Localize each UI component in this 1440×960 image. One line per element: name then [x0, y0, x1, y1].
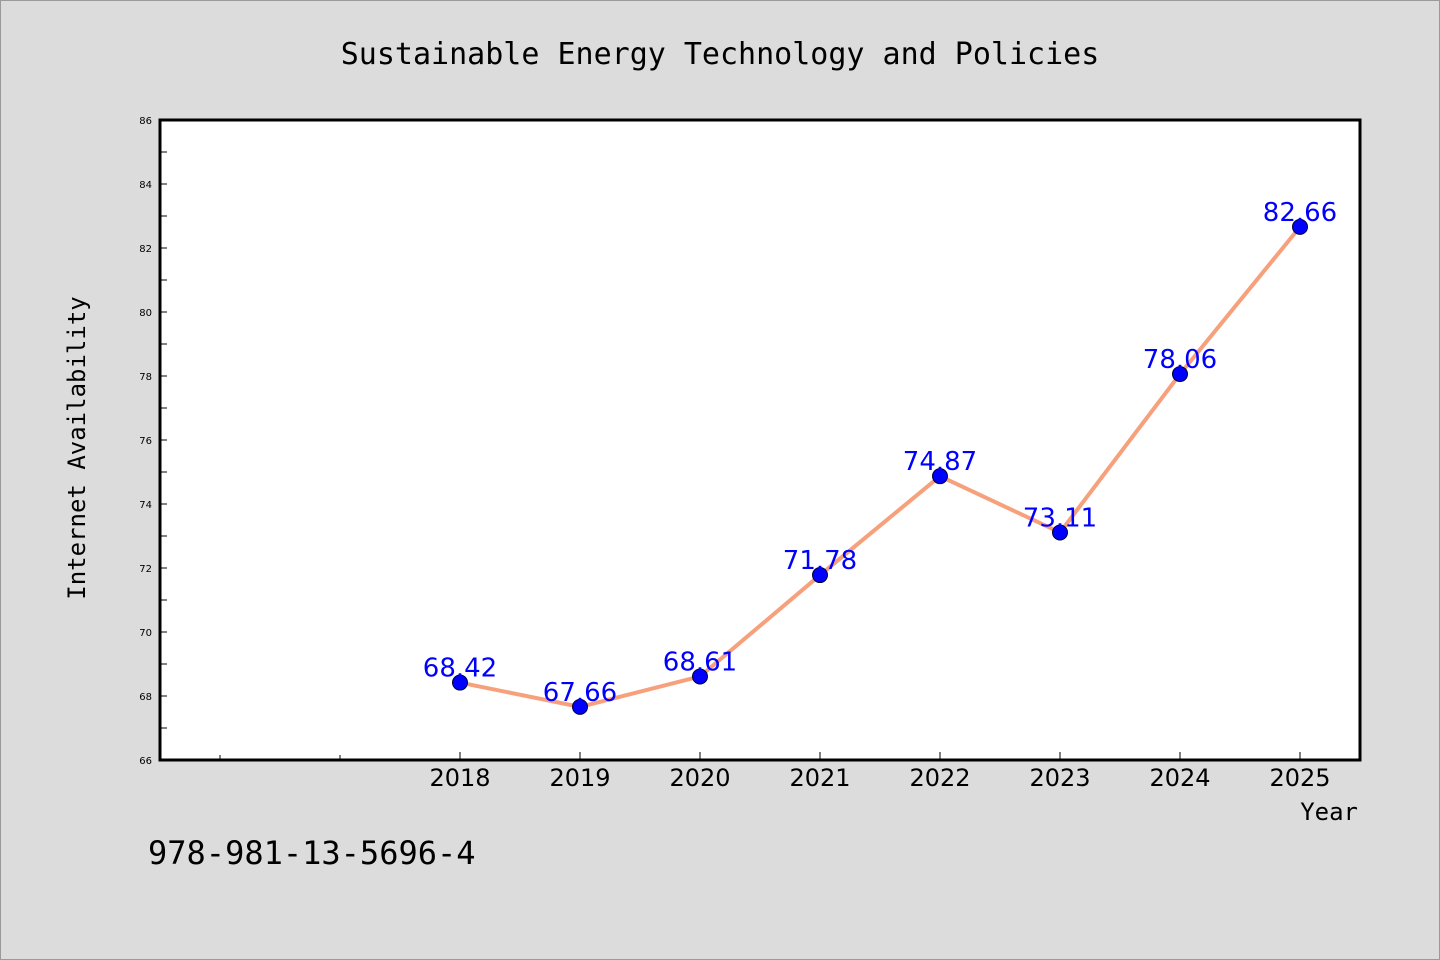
- data-label: 78.06: [1143, 345, 1217, 375]
- data-label: 74.87: [903, 447, 977, 477]
- x-tick-label: 2023: [1029, 764, 1090, 792]
- y-tick-label: 78: [139, 372, 152, 383]
- y-tick-label: 68: [139, 692, 152, 703]
- data-label: 82.66: [1263, 198, 1337, 228]
- data-label: 68.42: [423, 654, 497, 684]
- x-axis: 2018 2019 2020 2021 2022 2023 2024 2025: [219, 752, 1331, 792]
- series-line: [458, 224, 1302, 709]
- y-axis: 66 68 70 72 74 76 78 80 82 84 86: [139, 116, 167, 767]
- x-tick-label: 2022: [909, 764, 970, 792]
- data-point: [1292, 218, 1308, 235]
- isbn-text: 978-981-13-5696-4: [148, 834, 476, 872]
- x-tick-label: 2020: [669, 764, 730, 792]
- data-point: [932, 468, 948, 485]
- series-layer: 68.42 67.66 68.61 71.78 74.87 73.11 78.06 82.66: [423, 198, 1337, 715]
- data-label: 71.78: [783, 546, 857, 576]
- y-tick-label: 72: [139, 564, 152, 575]
- chart-title: Sustainable Energy Technology and Polici…: [341, 37, 1100, 72]
- data-label: 73.11: [1023, 503, 1097, 533]
- data-label: 68.61: [663, 647, 737, 677]
- x-tick-label: 2024: [1149, 764, 1210, 792]
- y-axis-label: Internet Availability: [63, 296, 91, 599]
- y-tick-label: 84: [139, 180, 152, 191]
- data-point: [572, 698, 588, 715]
- y-tick-label: 76: [139, 436, 152, 447]
- y-tick-label: 70: [139, 628, 152, 639]
- y-tick-label: 66: [139, 756, 152, 767]
- x-tick-label: 2019: [549, 764, 610, 792]
- data-point: [1052, 524, 1068, 541]
- data-point: [452, 674, 468, 691]
- data-point: [692, 668, 708, 685]
- data-point: [1172, 366, 1188, 383]
- data-point: [812, 567, 828, 584]
- plot-area: [158, 118, 1362, 762]
- x-tick-label: 2025: [1269, 764, 1330, 792]
- x-tick-label: 2018: [429, 764, 490, 792]
- y-tick-label: 82: [139, 244, 152, 255]
- y-tick-label: 86: [139, 116, 152, 127]
- y-tick-label: 74: [139, 500, 152, 511]
- y-tick-label: 80: [139, 308, 152, 319]
- x-tick-label: 2021: [789, 764, 850, 792]
- data-label: 67.66: [543, 678, 617, 708]
- x-axis-label: Year: [1300, 798, 1358, 826]
